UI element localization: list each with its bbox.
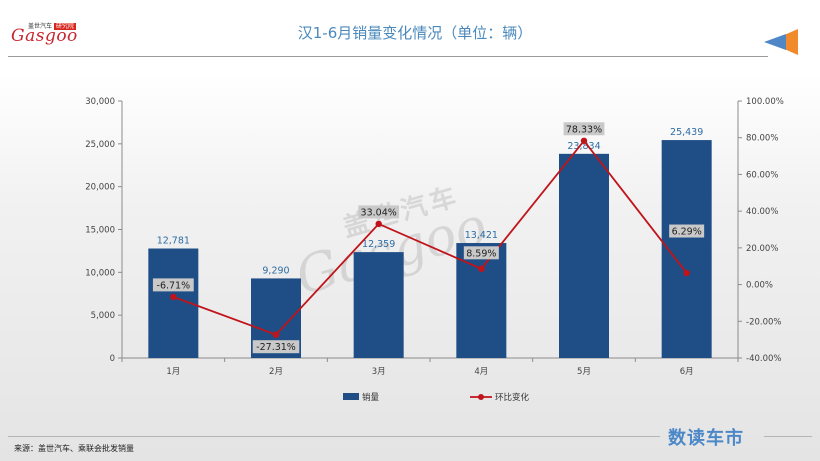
source-note: 来源：盖世汽车、乘联会批发销量	[14, 444, 134, 453]
line-value-label-box	[252, 340, 300, 354]
y-left-tick-label: 20,000	[85, 183, 115, 193]
footer-divider	[8, 436, 660, 437]
logo-tag: 研究院	[54, 23, 77, 30]
y-left-tick-label: 5,000	[91, 311, 115, 321]
bar-value-label: 12,359	[362, 239, 395, 250]
line-point	[683, 269, 690, 277]
bar-sales	[353, 252, 404, 358]
y-left-tick-label: 0	[110, 354, 115, 364]
back-arrow-icon[interactable]	[762, 29, 798, 55]
y-right-tick-label: 80.00%	[746, 134, 778, 144]
y-left-tick-label: 25,000	[85, 140, 115, 150]
bar-sales	[661, 140, 712, 358]
bar-value-label: 12,781	[157, 236, 190, 247]
y-left-tick-label: 15,000	[85, 226, 115, 236]
legend-bar-label: 销量	[362, 392, 380, 403]
bar-value-label: 25,439	[670, 127, 703, 138]
line-mom-change	[173, 139, 688, 336]
legend-bar-swatch	[343, 393, 359, 400]
bar-sales	[559, 153, 609, 358]
x-category-label: 4月	[474, 367, 488, 377]
y-right-tick-label: 0.00%	[746, 281, 773, 291]
bar-value-label: 13,421	[465, 230, 498, 241]
bar-value-label: 9,290	[262, 265, 289, 276]
x-category-label: 3月	[372, 367, 386, 377]
line-value-label: -6.71%	[157, 280, 191, 291]
line-value-label-box	[358, 205, 400, 219]
y-right-tick-label: 40.00%	[746, 207, 778, 217]
header-divider	[8, 56, 768, 57]
line-value-label: -27.31%	[256, 342, 296, 353]
x-category-label: 2月	[269, 367, 283, 377]
x-category-label: 5月	[577, 367, 591, 377]
footer-brand: 数读车市	[668, 428, 744, 449]
line-point	[478, 265, 485, 273]
x-category-label: 1月	[166, 367, 180, 377]
line-value-label: 8.59%	[466, 248, 496, 259]
line-value-label-box	[152, 278, 194, 292]
line-value-label: 33.04%	[361, 207, 397, 218]
legend-line-label: 环比变化	[495, 392, 530, 403]
line-value-label-box	[563, 122, 605, 136]
y-right-tick-label: 20.00%	[746, 244, 778, 254]
line-value-label: 6.29%	[672, 227, 702, 238]
line-point	[375, 220, 382, 228]
logo-top-text: 盖世汽车 研究院	[28, 23, 77, 30]
gasgoo-logo: 盖世汽车 研究院 Gasgoo	[10, 21, 88, 47]
line-value-label-box	[463, 246, 499, 260]
y-right-tick-label: 100.00%	[746, 97, 784, 107]
line-point	[170, 293, 177, 301]
y-right-tick-label: -20.00%	[746, 317, 781, 327]
line-value-label-box	[669, 224, 705, 238]
x-category-label: 6月	[680, 367, 694, 377]
y-left-tick-label: 30,000	[85, 97, 115, 107]
y-right-tick-label: 60.00%	[746, 170, 778, 180]
y-left-tick-label: 10,000	[85, 268, 115, 278]
line-point	[580, 137, 588, 144]
line-point	[272, 331, 280, 338]
line-value-label: 78.33%	[566, 124, 602, 135]
logo-word: Gasgoo	[11, 26, 78, 46]
bar-value-label: 23,834	[567, 141, 600, 152]
y-right-tick-label: -40.00%	[746, 354, 781, 364]
page-title: 汉1-6月销量变化情况（单位：辆）	[297, 24, 533, 42]
legend-line-marker	[478, 394, 484, 400]
footer-divider-right	[764, 436, 812, 437]
